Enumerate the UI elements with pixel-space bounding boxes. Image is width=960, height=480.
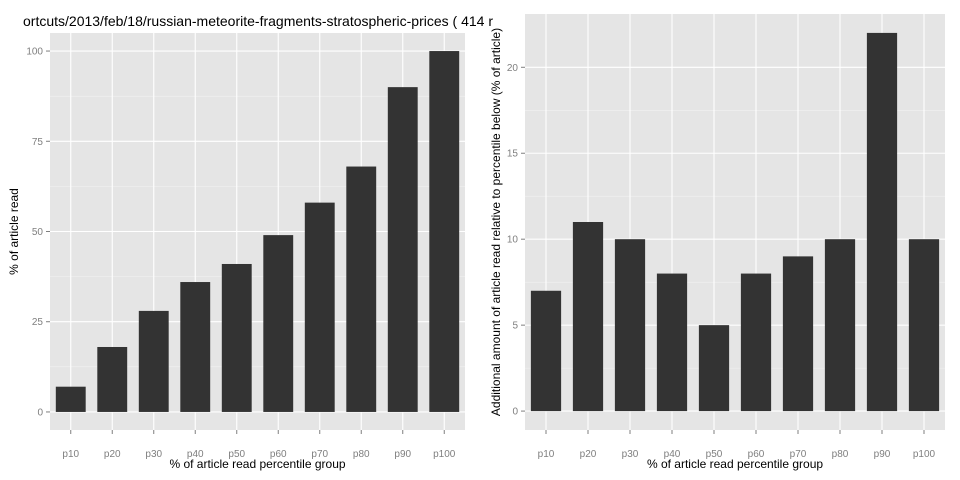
x-tick-label: p60 [748, 449, 765, 460]
y-tick-label: 20 [507, 63, 519, 74]
left-chart: 0 25 50 75 100 p10 p20 p30 p40 p50 p60 p70 p80 p90 p10… [7, 13, 493, 471]
bar-p30 [614, 239, 646, 412]
bar-p80 [346, 166, 377, 412]
y-tick-label: 25 [32, 317, 44, 328]
bar-p60 [263, 235, 294, 412]
x-tick-label: p50 [228, 449, 245, 460]
x-tick-label: p40 [664, 449, 681, 460]
y-tick-label: 0 [512, 407, 518, 418]
y-tick-label: 100 [26, 47, 43, 58]
y-tick-label: 10 [507, 235, 519, 246]
y-tick-label: 5 [512, 321, 518, 332]
y-axis-title: Additional amount of article read relati… [489, 28, 503, 416]
x-tick-label: p50 [706, 449, 723, 460]
x-axis-title: % of article read percentile group [169, 457, 345, 471]
x-tick-label: p30 [622, 449, 639, 460]
x-tick-label: p10 [538, 449, 555, 460]
x-tick-label: p20 [104, 449, 121, 460]
x-tick-label: p90 [874, 449, 891, 460]
x-tick-label: p40 [187, 449, 204, 460]
bar-p30 [138, 310, 169, 412]
bar-p20 [572, 222, 604, 412]
x-tick-label: p80 [832, 449, 849, 460]
x-tick-label: p100 [433, 449, 456, 460]
y-tick-label: 75 [32, 137, 44, 148]
bar-p40 [656, 273, 688, 412]
bar-p10 [55, 386, 86, 412]
x-tick-label: p30 [145, 449, 162, 460]
bar-p70 [304, 202, 335, 412]
x-tick-label: p60 [270, 449, 287, 460]
y-axis-title: % of article read [7, 188, 21, 275]
x-tick-label: p100 [913, 449, 936, 460]
bar-p60 [740, 273, 772, 412]
x-tick-label: p10 [62, 449, 79, 460]
x-tick-label: p70 [790, 449, 807, 460]
bar-p10 [530, 290, 562, 412]
bar-p50 [698, 325, 730, 412]
bar-p20 [97, 346, 128, 412]
x-tick-label: p90 [394, 449, 411, 460]
bar-p80 [824, 239, 856, 412]
bar-p70 [782, 256, 814, 412]
bar-p100 [429, 51, 460, 412]
x-axis-title: % of article read percentile group [647, 457, 823, 471]
x-tick-label: p70 [311, 449, 328, 460]
x-tick-label: p80 [353, 449, 370, 460]
y-tick-label: 15 [507, 149, 519, 160]
bar-p90 [387, 87, 418, 412]
bar-p40 [180, 282, 211, 412]
bar-p50 [221, 263, 252, 412]
bar-p90 [866, 32, 898, 412]
chart-title: ortcuts/2013/feb/18/russian-meteorite-fr… [23, 13, 493, 29]
right-chart: 0 5 10 15 20 p10 p20 p30 p40 p50 p60 p70 p80 p90 p100%… [489, 14, 945, 471]
y-tick-label: 0 [37, 407, 43, 418]
y-tick-label: 50 [32, 227, 44, 238]
bar-p100 [908, 239, 940, 412]
x-tick-label: p20 [580, 449, 597, 460]
